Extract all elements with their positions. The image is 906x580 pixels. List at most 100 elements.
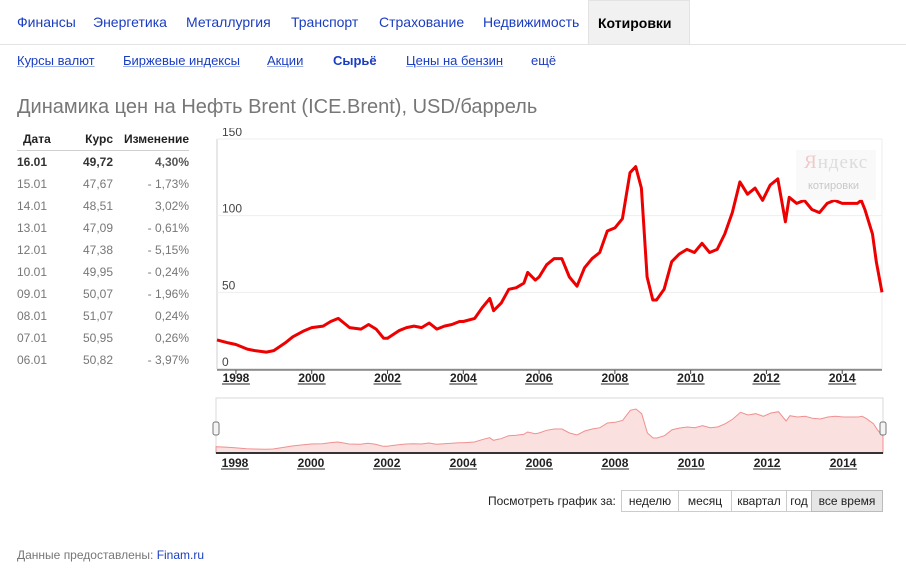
nav-real-estate[interactable]: Недвижимость [483,14,580,30]
row-change: - 1,96% [147,287,189,301]
nav-quotes-label: Котировки [598,15,672,31]
row-change: - 0,24% [147,265,189,279]
x-tick-label: 2010 [677,371,704,385]
navigator-left-handle[interactable] [212,421,220,436]
row-rate: 49,72 [82,155,113,169]
yandex-quotes-watermark: Яндекс котировки [796,150,876,200]
y-tick-label: 0 [222,355,229,369]
period-week-button[interactable]: неделю [621,490,679,512]
row-rate: 47,38 [82,243,113,257]
nav-metallurgy[interactable]: Металлургия [186,14,271,30]
row-date: 14.01 [17,199,48,213]
row-change: 0,24% [154,309,189,323]
period-all-time-button[interactable]: все время [811,490,883,512]
row-change: - 3,97% [147,353,189,367]
x-tick-label: 2008 [602,371,629,385]
page-title: Динамика цен на Нефть Brent (ICE.Brent),… [17,96,538,118]
navigator-tick-label: 2002 [374,456,401,470]
row-change: - 1,73% [147,177,189,191]
x-tick-label: 2014 [829,371,856,385]
subnav-stocks[interactable]: Акции [267,53,304,68]
row-rate: 49,95 [82,265,113,279]
header-date: Дата [17,128,75,151]
subnav-fuel-prices[interactable]: Цены на бензин [406,53,504,68]
table-header-row: Дата Курс Изменение [17,128,189,151]
row-rate: 50,95 [82,331,113,345]
price-chart[interactable]: 150 100 50 0 1998 2000 2002 2004 2006 2008 2010 20… [0,128,906,528]
row-rate: 47,67 [82,177,113,191]
table-row: 16.01 49,72 4,30% [17,151,189,174]
table-row: 06.01 50,82 - 3,97% [17,349,189,371]
subnav-more[interactable]: ещё [531,53,557,68]
watermark-caption: котировки [808,180,860,192]
x-tick-label: 2006 [526,371,553,385]
row-change: 3,02% [154,199,189,213]
table-row: 08.01 51,07 0,24% [17,305,189,327]
nav-transport[interactable]: Транспорт [291,14,359,30]
navigator-tick-label: 2008 [602,456,629,470]
y-tick-label: 50 [222,278,236,292]
footer-source-link[interactable]: Finam.ru [156,548,205,562]
period-month-button[interactable]: месяц [678,490,732,512]
row-change: 0,26% [154,331,189,345]
row-date: 08.01 [17,309,48,323]
row-date: 16.01 [17,155,48,169]
top-navigation: Финансы Энергетика Металлургия Транспорт… [0,0,906,45]
row-change: - 0,61% [147,221,189,235]
row-date: 09.01 [17,287,48,301]
period-label: Посмотреть график за: [488,494,616,508]
navigator-tick-label: 2006 [526,456,553,470]
nav-insurance[interactable]: Страхование [379,14,465,30]
data-source-footer: Данные предоставлены: Finam.ru [17,548,204,562]
nav-energy[interactable]: Энергетика [93,14,167,30]
subnav-indices[interactable]: Биржевые индексы [123,53,240,68]
period-year-button[interactable]: год [786,490,812,512]
table-row: 13.01 47,09 - 0,61% [17,217,189,239]
watermark-logo: Яндекс [804,152,869,173]
row-rate: 50,07 [82,287,113,301]
row-rate: 51,07 [82,309,113,323]
table-row: 09.01 50,07 - 1,96% [17,283,189,305]
footer-label: Данные предоставлены: [17,548,154,562]
navigator-tick-label: 1998 [222,456,249,470]
x-tick-label: 2002 [374,371,401,385]
row-date: 06.01 [17,353,48,367]
row-date: 10.01 [17,265,48,279]
navigator-right-handle[interactable] [879,421,887,436]
table-row: 15.01 47,67 - 1,73% [17,173,189,195]
row-date: 07.01 [17,331,48,345]
row-change: - 5,15% [147,243,189,257]
row-rate: 48,51 [82,199,113,213]
x-tick-label: 1998 [223,371,250,385]
table-row: 14.01 48,51 3,02% [17,195,189,217]
row-change: 4,30% [154,155,189,169]
row-rate: 47,09 [82,221,113,235]
header-change: Изменение [113,128,189,151]
subnav-commodities[interactable]: Сырьё [333,53,377,68]
brent-price-line [216,165,884,354]
header-rate: Курс [75,128,113,151]
navigator-tick-label: 2000 [298,456,325,470]
period-quarter-button[interactable]: квартал [731,490,787,512]
y-tick-label: 150 [222,128,242,139]
navigator-tick-label: 2004 [450,456,477,470]
row-date: 15.01 [17,177,48,191]
nav-finance[interactable]: Финансы [17,14,76,30]
x-tick-label: 2000 [298,371,325,385]
table-row: 10.01 49,95 - 0,24% [17,261,189,283]
subnav-currency[interactable]: Курсы валют [17,53,95,68]
navigator-area [215,408,884,454]
navigator-tick-label: 2010 [678,456,705,470]
x-tick-label: 2004 [450,371,477,385]
row-rate: 50,82 [82,353,113,367]
row-date: 13.01 [17,221,48,235]
x-tick-label: 2012 [753,371,780,385]
navigator-tick-label: 2012 [754,456,781,470]
row-date: 12.01 [17,243,48,257]
table-row: 07.01 50,95 0,26% [17,327,189,349]
nav-quotes-active[interactable]: Котировки [588,0,690,44]
table-row: 12.01 47,38 - 5,15% [17,239,189,261]
y-tick-label: 100 [222,202,242,216]
navigator-tick-label: 2014 [830,456,857,470]
quotes-table: Дата Курс Изменение 16.01 49,72 4,30% 15.0… [17,128,189,371]
